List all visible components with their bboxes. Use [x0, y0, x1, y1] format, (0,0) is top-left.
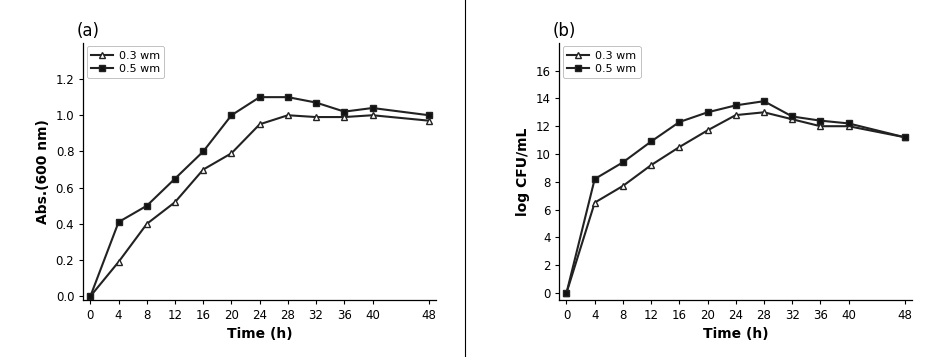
0.3 wm: [142, 222, 153, 226]
Line: 0.5 wm: 0.5 wm: [563, 98, 908, 296]
0.3 wm: [423, 119, 434, 123]
0.5 wm: [731, 103, 742, 107]
0.3 wm: [843, 124, 854, 129]
Legend: 0.3 wm, 0.5 wm: 0.3 wm, 0.5 wm: [563, 46, 641, 79]
0.5 wm: [645, 139, 657, 144]
0.3 wm: [339, 115, 350, 119]
0.5 wm: [702, 110, 713, 115]
X-axis label: Time (h): Time (h): [703, 327, 769, 341]
0.3 wm: [702, 128, 713, 132]
0.3 wm: [899, 135, 910, 140]
Text: (b): (b): [553, 22, 576, 40]
0.5 wm: [899, 135, 910, 140]
Line: 0.3 wm: 0.3 wm: [87, 112, 432, 300]
Line: 0.3 wm: 0.3 wm: [563, 109, 908, 296]
0.5 wm: [310, 100, 321, 105]
0.3 wm: [787, 117, 798, 121]
0.5 wm: [113, 220, 124, 224]
0.5 wm: [843, 121, 854, 126]
Line: 0.5 wm: 0.5 wm: [87, 94, 432, 300]
0.3 wm: [367, 113, 378, 117]
0.3 wm: [254, 122, 265, 126]
Legend: 0.3 wm, 0.5 wm: 0.3 wm, 0.5 wm: [87, 46, 165, 79]
0.5 wm: [226, 113, 237, 117]
0.3 wm: [226, 151, 237, 155]
0.3 wm: [197, 167, 208, 172]
0.5 wm: [367, 106, 378, 110]
Y-axis label: Abs.(600 nm): Abs.(600 nm): [36, 119, 50, 224]
0.3 wm: [815, 124, 826, 129]
0.3 wm: [731, 113, 742, 117]
Text: (a): (a): [76, 22, 99, 40]
0.5 wm: [169, 176, 181, 181]
0.3 wm: [169, 200, 181, 204]
0.3 wm: [674, 145, 685, 149]
0.5 wm: [758, 99, 770, 103]
0.5 wm: [197, 149, 208, 154]
0.3 wm: [645, 163, 657, 167]
0.5 wm: [85, 294, 96, 298]
0.5 wm: [787, 114, 798, 119]
0.3 wm: [310, 115, 321, 119]
Y-axis label: log CFU/mL: log CFU/mL: [516, 127, 530, 216]
0.3 wm: [85, 294, 96, 298]
0.3 wm: [618, 184, 629, 188]
0.5 wm: [339, 110, 350, 114]
0.5 wm: [618, 160, 629, 165]
0.5 wm: [282, 95, 294, 99]
X-axis label: Time (h): Time (h): [227, 327, 293, 341]
0.5 wm: [674, 120, 685, 124]
0.5 wm: [561, 291, 572, 295]
0.3 wm: [589, 201, 600, 205]
0.3 wm: [561, 291, 572, 295]
0.5 wm: [423, 113, 434, 117]
0.5 wm: [254, 95, 265, 99]
0.5 wm: [815, 119, 826, 123]
0.5 wm: [142, 203, 153, 208]
0.5 wm: [589, 177, 600, 181]
0.3 wm: [282, 113, 294, 117]
0.3 wm: [113, 260, 124, 264]
0.3 wm: [758, 110, 770, 115]
